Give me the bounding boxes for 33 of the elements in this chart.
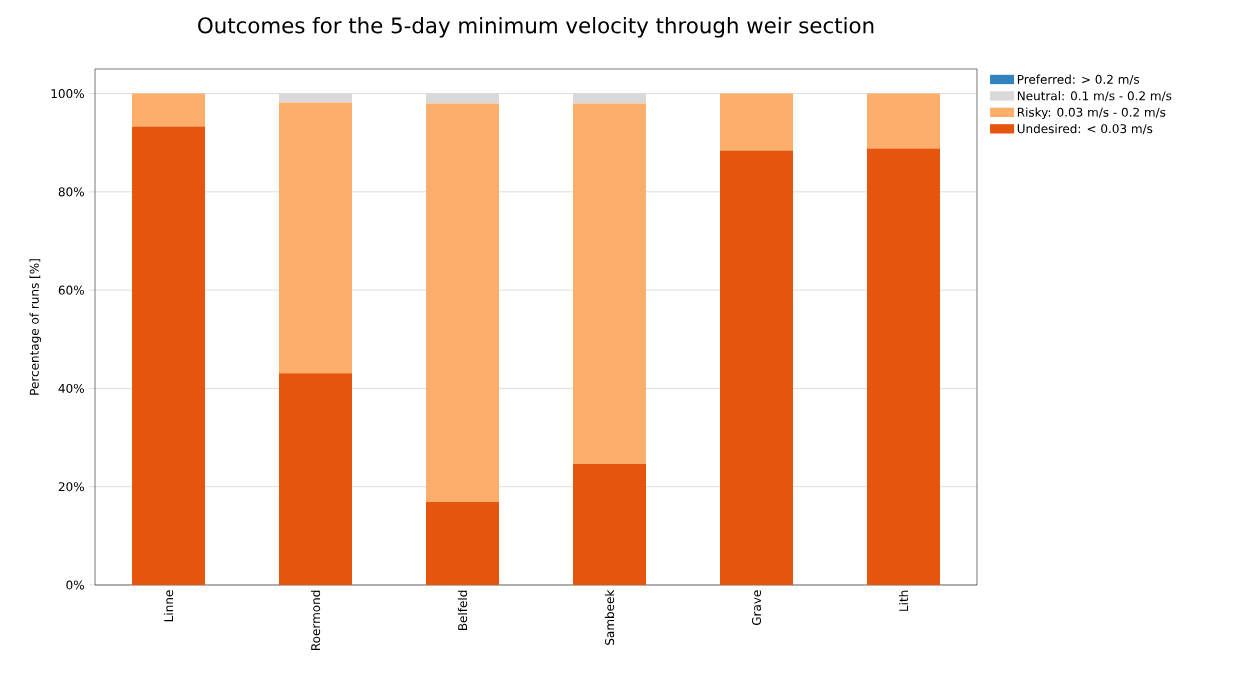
x-tick-label: Belfeld: [457, 590, 468, 631]
x-tick-label: Roermond: [310, 590, 321, 651]
legend-label: Undesired: < 0.03 m/s: [1017, 123, 1153, 135]
legend-label: Risky: 0.03 m/s - 0.2 m/s: [1017, 107, 1166, 120]
bar: [573, 464, 646, 585]
legend-label: Neutral: 0.1 m/s - 0.2 m/s: [1017, 91, 1172, 102]
bar: [426, 501, 499, 585]
bar: [720, 93, 793, 151]
chart-title: Outcomes for the 5-day minimum velocity through weir section: [198, 16, 874, 38]
bar: [426, 103, 499, 502]
y-tick-label: 0%: [66, 580, 84, 590]
y-tick-label: 20%: [58, 482, 84, 492]
bar: [132, 93, 206, 127]
bar: [573, 103, 646, 465]
bar: [279, 102, 353, 374]
bar: [132, 126, 206, 585]
y-tick-label: 100%: [51, 89, 84, 99]
bar: [720, 150, 793, 585]
bar: [867, 148, 940, 585]
y-tick-label: 80%: [58, 187, 84, 197]
x-tick-label: Grave: [751, 590, 762, 626]
bar: [426, 93, 499, 104]
x-tick-label: Sambeek: [604, 589, 615, 645]
y-tick-label: 60%: [58, 285, 84, 295]
bar: [867, 93, 940, 149]
x-tick-label: Lith: [898, 590, 909, 611]
bar: [279, 93, 353, 103]
y-axis-title: Percentage of runs [%]: [29, 259, 42, 395]
bar: [279, 373, 353, 585]
bar: [573, 93, 646, 104]
y-tick-label: 40%: [58, 383, 84, 393]
x-tick-label: Linne: [163, 590, 174, 622]
legend-label: Preferred: > 0.2 m/s: [1017, 74, 1140, 85]
